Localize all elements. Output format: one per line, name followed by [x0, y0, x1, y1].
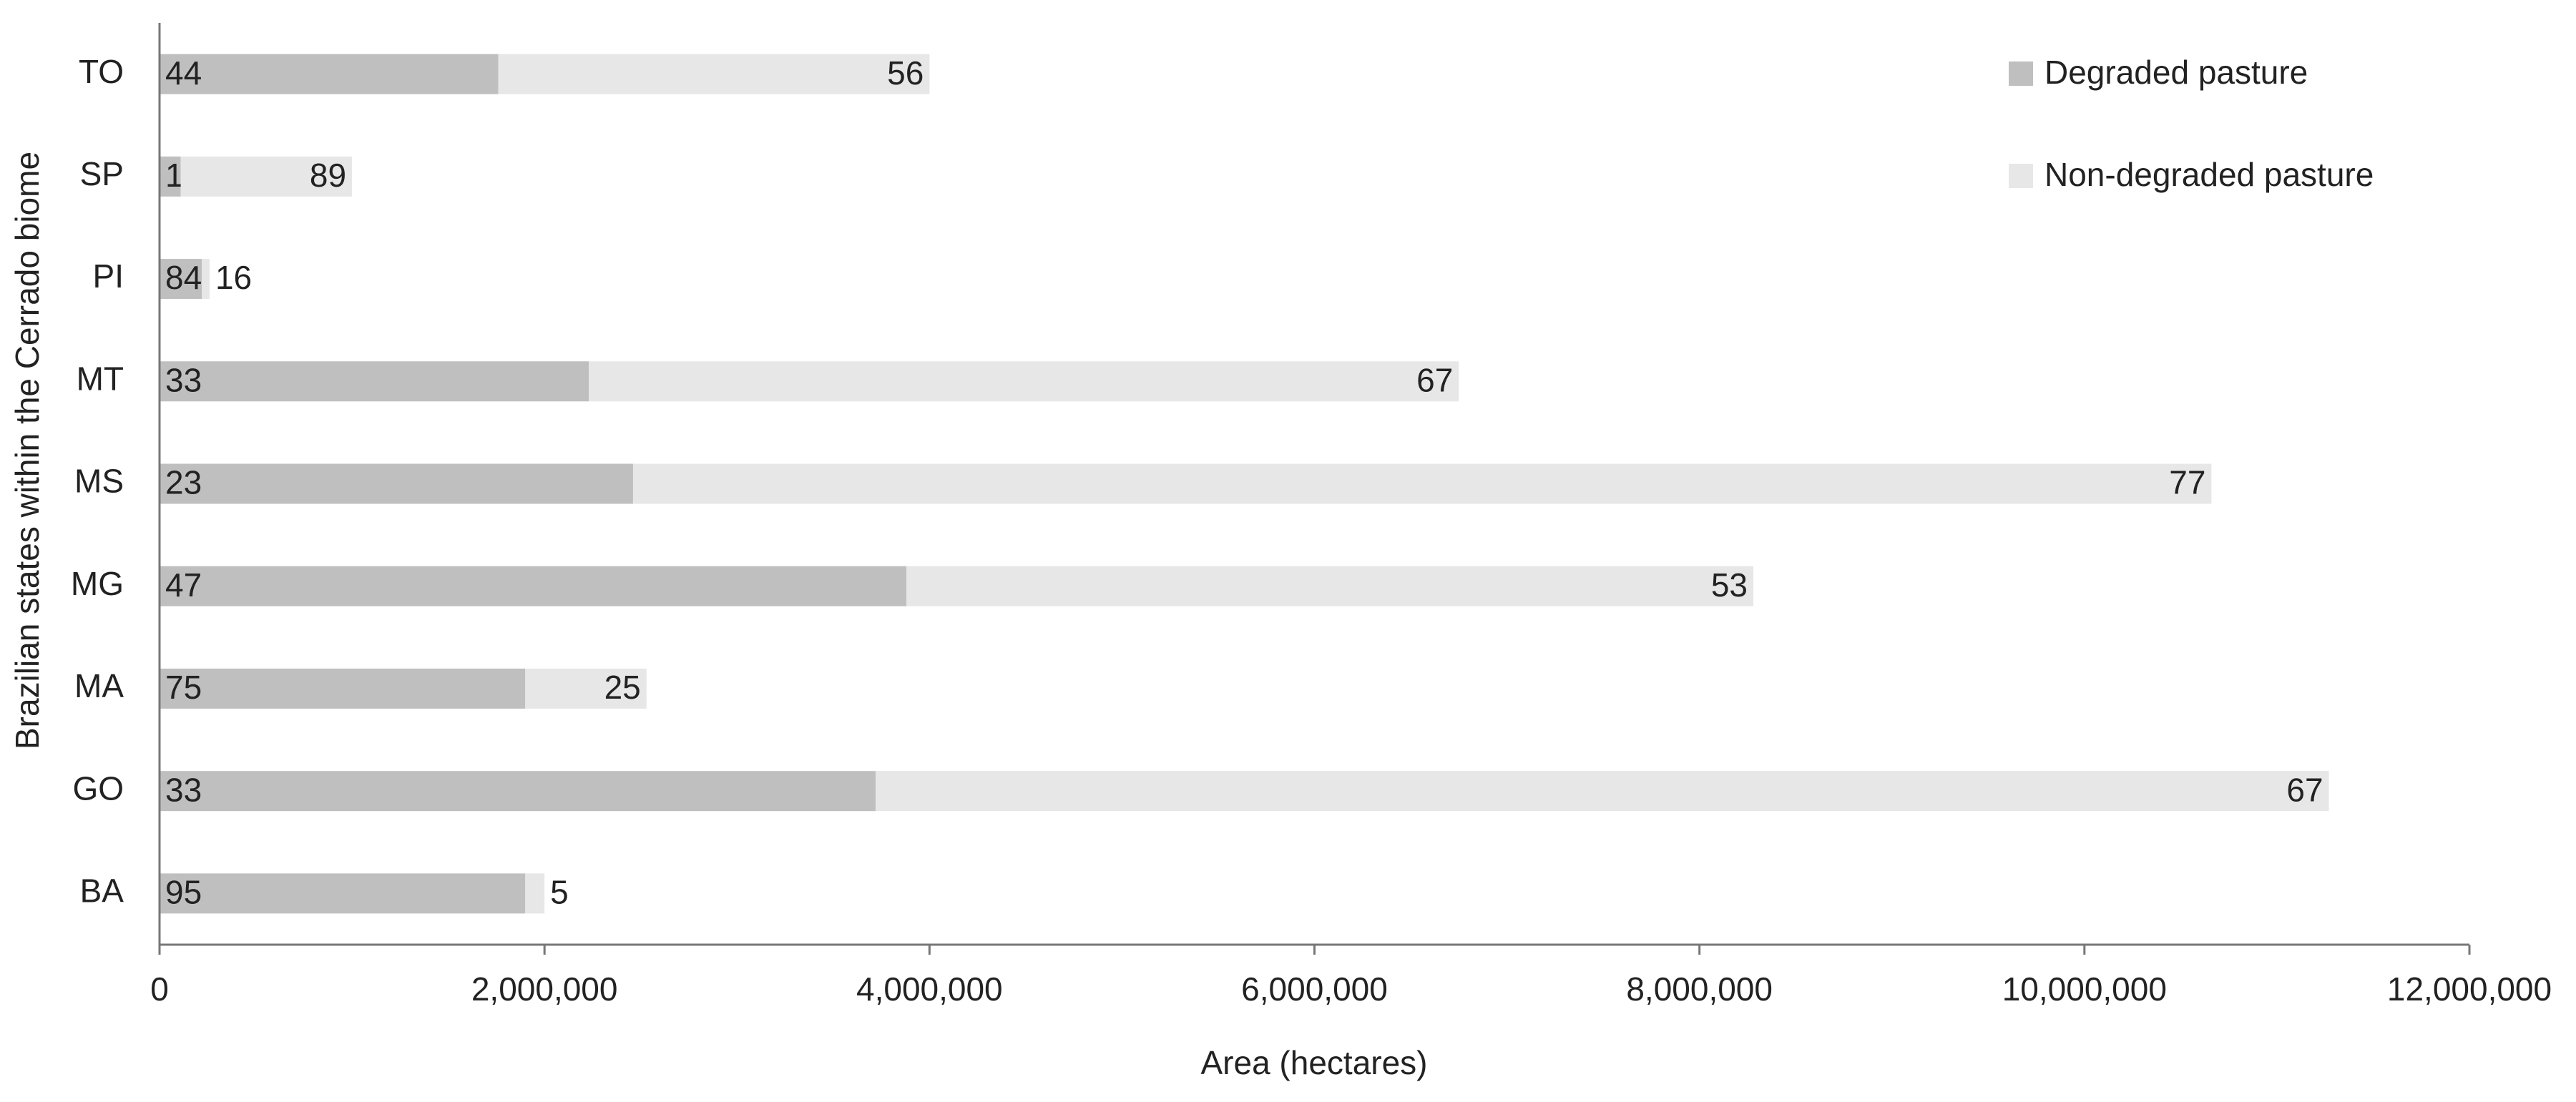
y-tick-label: TO: [79, 53, 124, 90]
data-label: 5: [550, 874, 569, 911]
data-label: 16: [215, 259, 252, 296]
data-label: 84: [165, 259, 202, 296]
data-label: 67: [1416, 361, 1453, 398]
data-label: 89: [310, 157, 346, 194]
bar-segment: [906, 566, 1754, 606]
y-tick-label: MT: [77, 360, 124, 397]
bar-segment: [160, 668, 526, 709]
x-tick-label: 4,000,000: [856, 970, 1003, 1008]
data-label: 75: [165, 669, 202, 706]
legend-swatch: [2009, 164, 2033, 188]
y-axis-title: Brazilian states within the Cerrado biom…: [9, 152, 46, 749]
y-tick-label: MA: [74, 667, 124, 704]
x-tick-label: 12,000,000: [2387, 970, 2552, 1008]
y-tick-label: BA: [80, 872, 124, 910]
data-label: 56: [887, 54, 924, 92]
bar-segment: [160, 463, 633, 504]
bar-segment: [160, 156, 181, 197]
x-tick-label: 0: [150, 970, 169, 1008]
bar-segment: [632, 463, 2212, 504]
data-label: 47: [165, 566, 202, 604]
bar-segment: [160, 873, 526, 914]
bar-segment: [589, 361, 1459, 402]
bar-segment: [202, 259, 210, 300]
y-tick-label: PI: [93, 257, 124, 295]
x-tick-label: 2,000,000: [471, 970, 618, 1008]
bar-segment: [160, 54, 499, 94]
legend-label: Degraded pasture: [2044, 54, 2308, 91]
bar-segment: [160, 259, 202, 300]
data-label: 53: [1711, 566, 1748, 604]
bar-segment: [160, 566, 907, 606]
data-label: 33: [165, 771, 202, 808]
y-tick-label: GO: [72, 769, 124, 807]
bar-segment: [160, 771, 876, 812]
x-tick-label: 6,000,000: [1241, 970, 1388, 1008]
y-tick-label: MS: [74, 463, 124, 500]
data-label: 44: [165, 54, 202, 92]
data-label: 25: [604, 669, 641, 706]
x-axis-title: Area (hectares): [1200, 1044, 1427, 1081]
bar-segment: [525, 668, 647, 709]
data-label: 95: [165, 874, 202, 911]
bar-segment: [875, 771, 2329, 812]
data-label: 23: [165, 464, 202, 501]
y-tick-label: MG: [71, 565, 124, 602]
bar-segment: [525, 873, 545, 914]
y-tick-label: SP: [80, 155, 124, 192]
bar-segment: [160, 361, 589, 402]
data-label: 67: [2286, 771, 2323, 808]
x-tick-label: 10,000,000: [2002, 970, 2167, 1008]
bar-segment: [498, 54, 930, 94]
data-label: 33: [165, 361, 202, 398]
legend-label: Non-degraded pasture: [2044, 156, 2374, 193]
bar-segment: [180, 156, 353, 197]
legend-swatch: [2009, 62, 2033, 86]
x-tick-label: 8,000,000: [1626, 970, 1773, 1008]
data-label: 77: [2169, 464, 2205, 501]
